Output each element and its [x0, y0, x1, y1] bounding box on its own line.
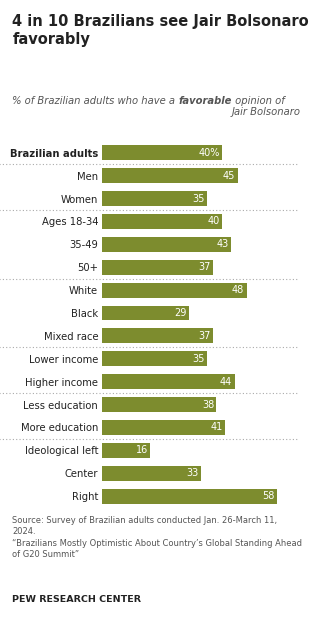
Bar [102, 237, 232, 252]
Text: 58: 58 [262, 491, 274, 501]
Text: 37: 37 [199, 331, 211, 341]
Bar [102, 214, 223, 229]
Text: % of Brazilian adults who have a: % of Brazilian adults who have a [12, 96, 179, 106]
Bar [102, 145, 223, 160]
Bar [102, 397, 216, 412]
Text: opinion of
Jair Bolsonaro: opinion of Jair Bolsonaro [232, 96, 301, 117]
Text: 48: 48 [232, 285, 244, 295]
Text: 35: 35 [193, 193, 205, 203]
Text: 44: 44 [220, 377, 232, 387]
Text: 41: 41 [211, 423, 223, 433]
Text: 38: 38 [202, 400, 214, 410]
Text: Source: Survey of Brazilian adults conducted Jan. 26-March 11,
2024.
“Brazilians: Source: Survey of Brazilian adults condu… [12, 516, 302, 559]
Bar [102, 352, 207, 366]
Bar [102, 260, 214, 274]
Bar [102, 466, 202, 481]
Bar [102, 375, 234, 389]
Text: PEW RESEARCH CENTER: PEW RESEARCH CENTER [12, 595, 141, 604]
Text: 45: 45 [223, 171, 235, 180]
Text: 35: 35 [193, 353, 205, 364]
Text: 4 in 10 Brazilians see Jair Bolsonaro
favorably: 4 in 10 Brazilians see Jair Bolsonaro fa… [12, 14, 309, 46]
Text: 37: 37 [199, 262, 211, 272]
Text: 40%: 40% [199, 148, 220, 158]
Bar [102, 191, 207, 206]
Text: 29: 29 [175, 308, 187, 318]
Bar [102, 282, 246, 297]
Bar [102, 328, 214, 344]
Bar [102, 443, 150, 458]
Text: favorable: favorable [179, 96, 232, 106]
Bar [102, 420, 225, 435]
Bar [102, 168, 237, 183]
Text: 16: 16 [136, 446, 148, 455]
Bar [102, 305, 189, 321]
Bar [102, 489, 277, 504]
Text: 43: 43 [217, 239, 229, 249]
Text: 40: 40 [208, 216, 220, 226]
Text: 33: 33 [187, 468, 199, 478]
